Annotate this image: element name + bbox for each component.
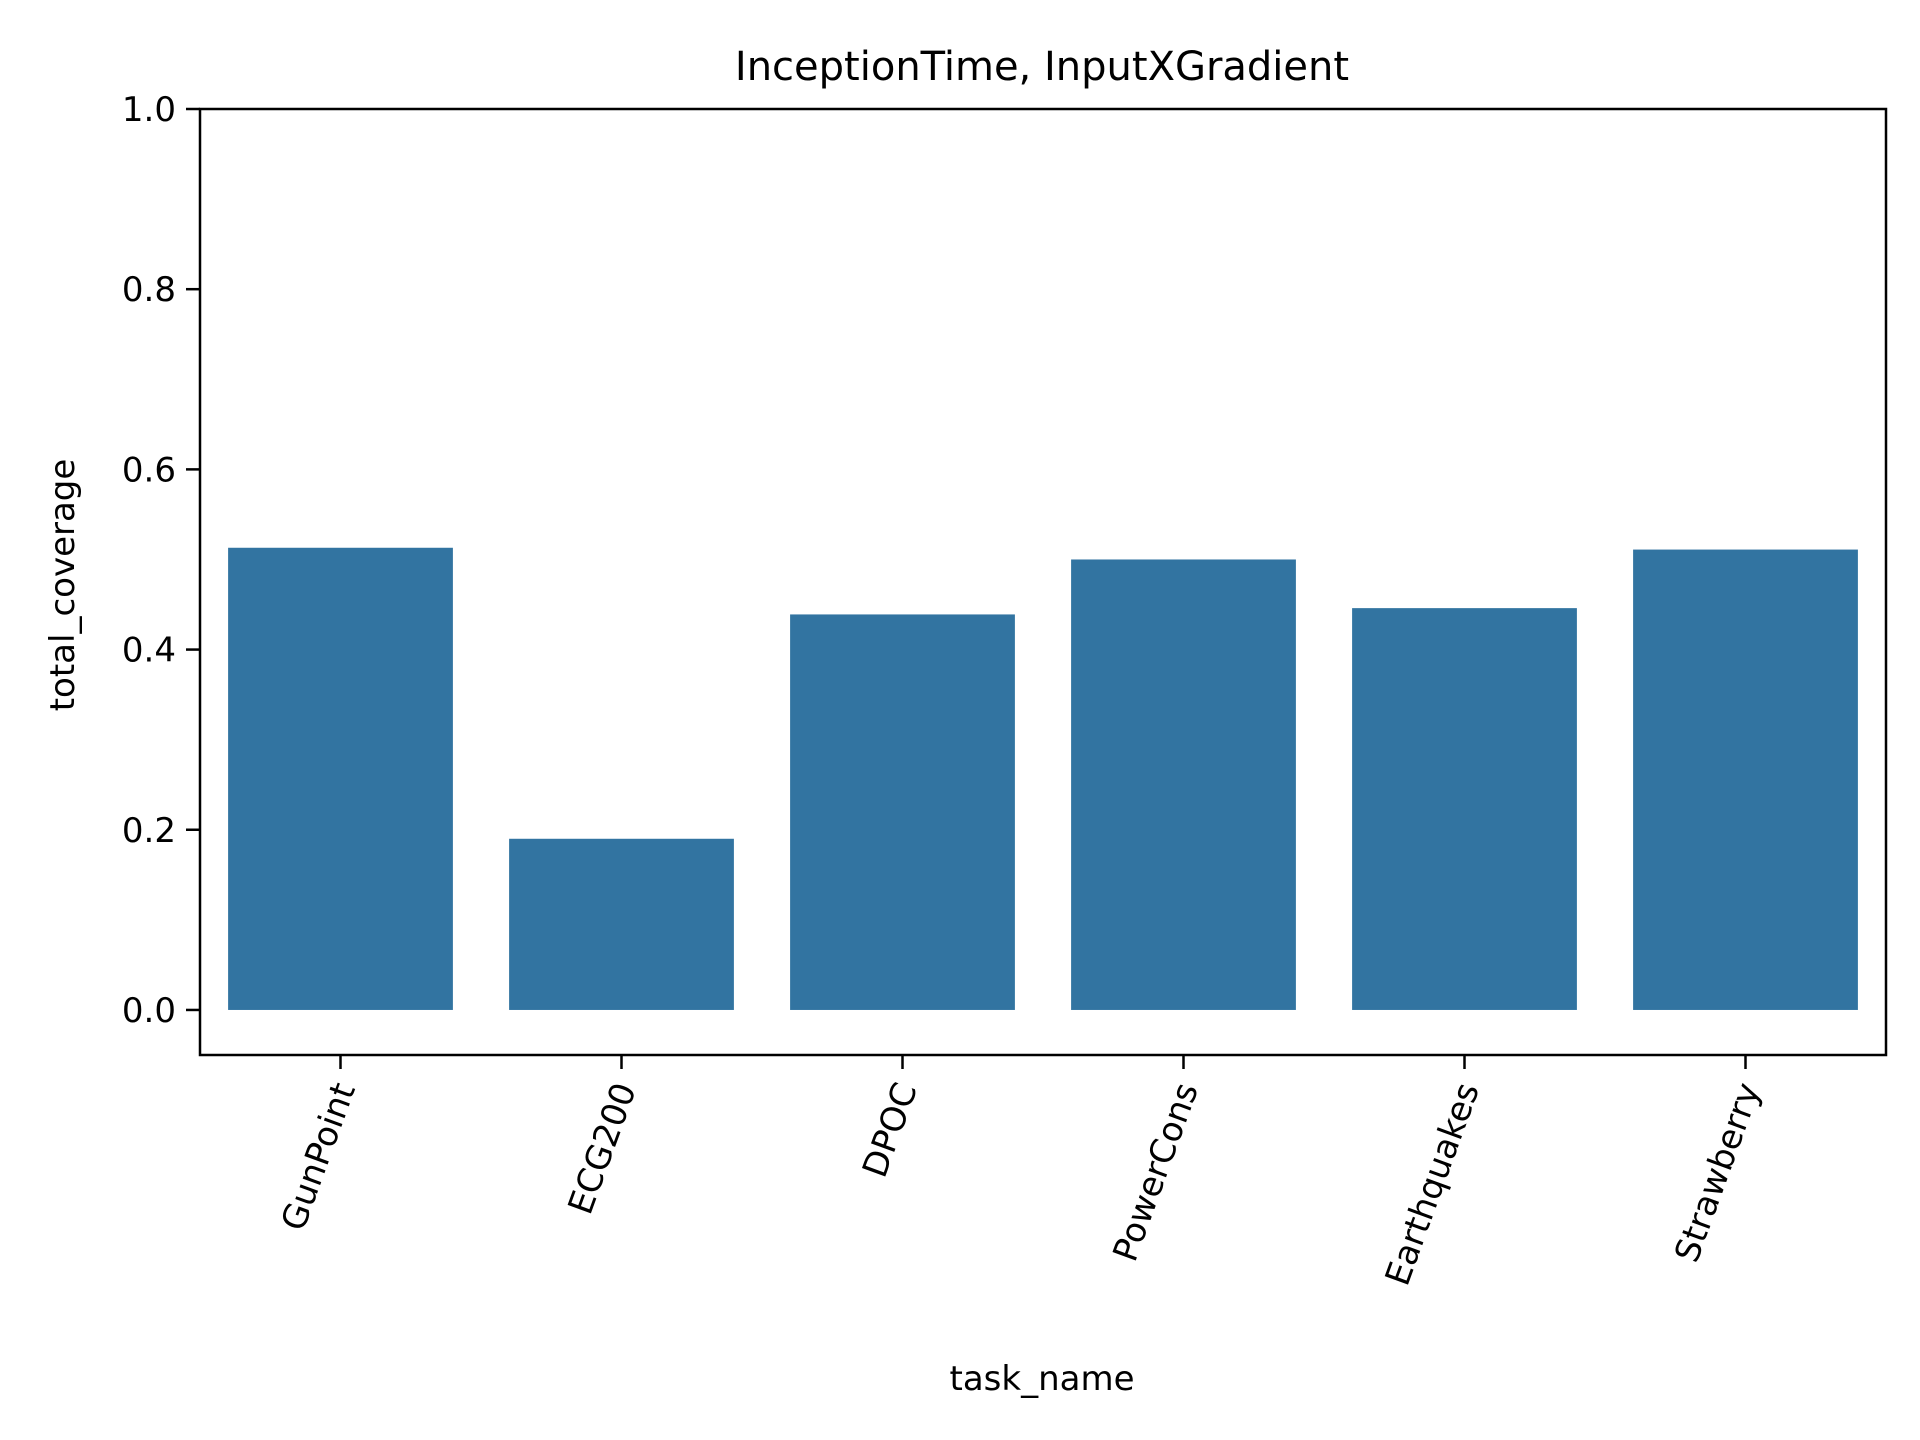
y-tick-label: 0.4 — [122, 631, 176, 671]
chart-title: InceptionTime, InputXGradient — [735, 44, 1349, 90]
x-tick-label: ECG200 — [561, 1078, 645, 1220]
bar-strawberry — [1633, 549, 1858, 1010]
y-axis: 0.0 0.2 0.4 0.6 0.8 1.0 — [122, 90, 200, 1031]
x-tick-label: PowerCons — [1105, 1078, 1206, 1267]
y-axis-label: total_coverage — [43, 459, 83, 712]
x-tick-label: Strawberry — [1667, 1078, 1769, 1268]
x-axis: GunPoint ECG200 DPOC PowerCons Earthquakes St… — [274, 1055, 1769, 1291]
y-tick-label: 1.0 — [122, 90, 176, 130]
bar-dpoc — [790, 614, 1015, 1010]
y-tick-label: 0.8 — [122, 270, 176, 310]
x-tick-label: DPOC — [855, 1078, 926, 1183]
plot-area-frame — [198, 107, 1888, 1057]
y-tick-label: 0.0 — [122, 991, 176, 1031]
bars-group — [228, 547, 1858, 1010]
bar-gunpoint — [228, 547, 453, 1010]
bar-ecg200 — [509, 838, 734, 1010]
x-tick-label: Earthquakes — [1378, 1078, 1488, 1291]
x-tick-label: GunPoint — [274, 1078, 364, 1236]
bar-earthquakes — [1352, 608, 1577, 1010]
y-tick-label: 0.6 — [122, 450, 176, 490]
y-tick-label: 0.2 — [122, 811, 176, 851]
bar-powercons — [1071, 559, 1296, 1010]
x-axis-label: task_name — [950, 1359, 1135, 1399]
